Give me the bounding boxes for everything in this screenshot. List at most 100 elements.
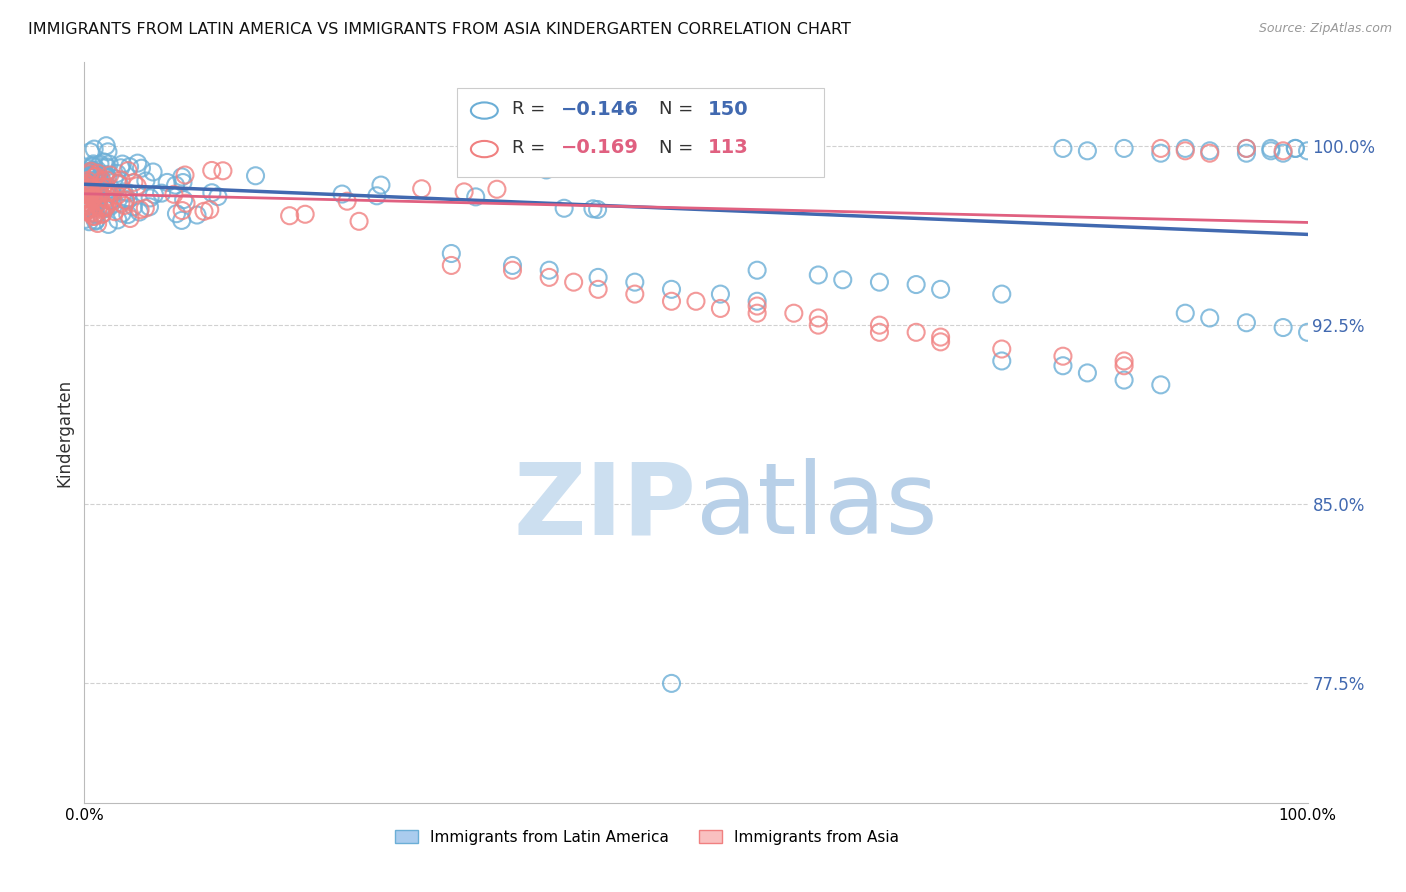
Point	[75, 198, 97, 212]
Point	[87, 194, 110, 208]
Point	[172, 176, 194, 190]
Point	[86, 162, 108, 177]
Point	[77, 178, 100, 192]
Point	[173, 193, 195, 207]
Point	[562, 275, 585, 289]
FancyBboxPatch shape	[457, 88, 824, 178]
Point	[198, 202, 221, 217]
Point	[76, 186, 98, 200]
Point	[96, 138, 118, 153]
Point	[76, 168, 98, 182]
Point	[79, 181, 101, 195]
Point	[150, 186, 173, 201]
Point	[807, 310, 830, 325]
Point	[94, 168, 117, 182]
Point	[1052, 359, 1074, 373]
Point	[129, 202, 152, 217]
Point	[82, 157, 104, 171]
Point	[75, 183, 97, 197]
Point	[347, 214, 370, 228]
Point	[1236, 141, 1258, 155]
Point	[100, 182, 122, 196]
Text: R =: R =	[513, 138, 551, 157]
Point	[538, 270, 561, 285]
Point	[586, 282, 609, 296]
Point	[94, 192, 117, 206]
Point	[97, 186, 120, 200]
Point	[128, 205, 150, 219]
Point	[110, 195, 132, 210]
Point	[869, 326, 891, 340]
Point	[101, 186, 124, 201]
Point	[82, 159, 104, 173]
Point	[97, 170, 120, 185]
Point	[991, 354, 1014, 368]
Text: −0.169: −0.169	[561, 138, 640, 157]
Point	[96, 160, 118, 174]
Point	[75, 212, 97, 227]
Point	[747, 306, 769, 320]
Point	[807, 318, 830, 333]
Point	[75, 204, 97, 219]
Point	[83, 169, 105, 183]
Point	[143, 187, 166, 202]
Y-axis label: Kindergarten: Kindergarten	[55, 378, 73, 487]
Point	[905, 326, 928, 340]
Point	[111, 206, 134, 220]
Point	[166, 207, 188, 221]
Point	[75, 200, 97, 214]
Point	[86, 197, 108, 211]
Point	[87, 188, 110, 202]
Point	[1198, 310, 1220, 325]
Point	[103, 171, 125, 186]
Point	[112, 185, 135, 199]
Point	[1114, 359, 1136, 373]
Point	[75, 191, 97, 205]
Point	[991, 287, 1014, 301]
Point	[84, 187, 107, 202]
Point	[87, 166, 110, 180]
Point	[77, 170, 100, 185]
Point	[90, 187, 112, 202]
Point	[170, 213, 193, 227]
Point	[174, 196, 197, 211]
Point	[75, 184, 97, 198]
Point	[82, 163, 104, 178]
Point	[453, 185, 475, 199]
Point	[77, 202, 100, 217]
Point	[122, 175, 145, 189]
Point	[709, 287, 731, 301]
Legend: Immigrants from Latin America, Immigrants from Asia: Immigrants from Latin America, Immigrant…	[388, 823, 905, 851]
Point	[84, 195, 107, 210]
Point	[117, 208, 139, 222]
Point	[83, 191, 105, 205]
Point	[1284, 141, 1306, 155]
Point	[747, 299, 769, 313]
Point	[104, 204, 127, 219]
Point	[79, 167, 101, 181]
Point	[84, 214, 107, 228]
Point	[1236, 146, 1258, 161]
Point	[80, 165, 103, 179]
Point	[1114, 373, 1136, 387]
Point	[1150, 141, 1173, 155]
Point	[118, 160, 141, 174]
Point	[1272, 144, 1295, 158]
Point	[82, 210, 104, 224]
Point	[582, 202, 605, 216]
Point	[93, 155, 115, 169]
Point	[96, 173, 118, 187]
Point	[186, 208, 208, 222]
Point	[91, 206, 114, 220]
Point	[120, 211, 142, 226]
Point	[87, 170, 110, 185]
Point	[929, 282, 952, 296]
Point	[905, 277, 928, 292]
Point	[661, 676, 683, 690]
Point	[201, 186, 224, 200]
Point	[87, 195, 110, 210]
Point	[624, 275, 647, 289]
Point	[538, 263, 561, 277]
Point	[90, 208, 112, 222]
Point	[330, 187, 353, 202]
